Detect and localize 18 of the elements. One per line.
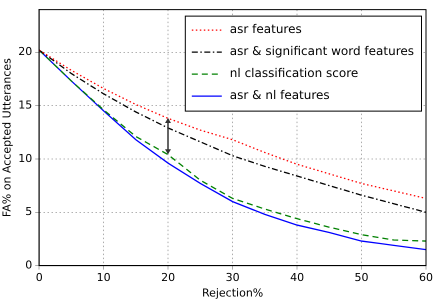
y-tick-label: 10	[18, 152, 32, 165]
y-axis-title: FA% on Accepted Utterances	[0, 58, 14, 218]
x-tick-label: 0	[36, 271, 43, 284]
x-tick-label: 60	[419, 271, 433, 284]
legend-label: asr & significant word features	[230, 44, 414, 58]
x-tick-label: 30	[226, 271, 240, 284]
x-tick-label: 40	[290, 271, 304, 284]
legend-label: asr & nl features	[230, 88, 330, 102]
legend-label: asr features	[230, 22, 302, 36]
legend-label: nl classification score	[230, 66, 358, 80]
y-tick-label: 20	[18, 45, 32, 58]
y-tick-label: 0	[25, 258, 32, 272]
y-tick-label: 15	[18, 98, 32, 112]
y-tick-label: 5	[25, 205, 32, 218]
x-tick-label: 10	[96, 271, 111, 284]
x-tick-label: 50	[354, 271, 369, 284]
x-tick-label: 20	[161, 271, 176, 284]
x-axis-title: Rejection%	[202, 286, 264, 300]
